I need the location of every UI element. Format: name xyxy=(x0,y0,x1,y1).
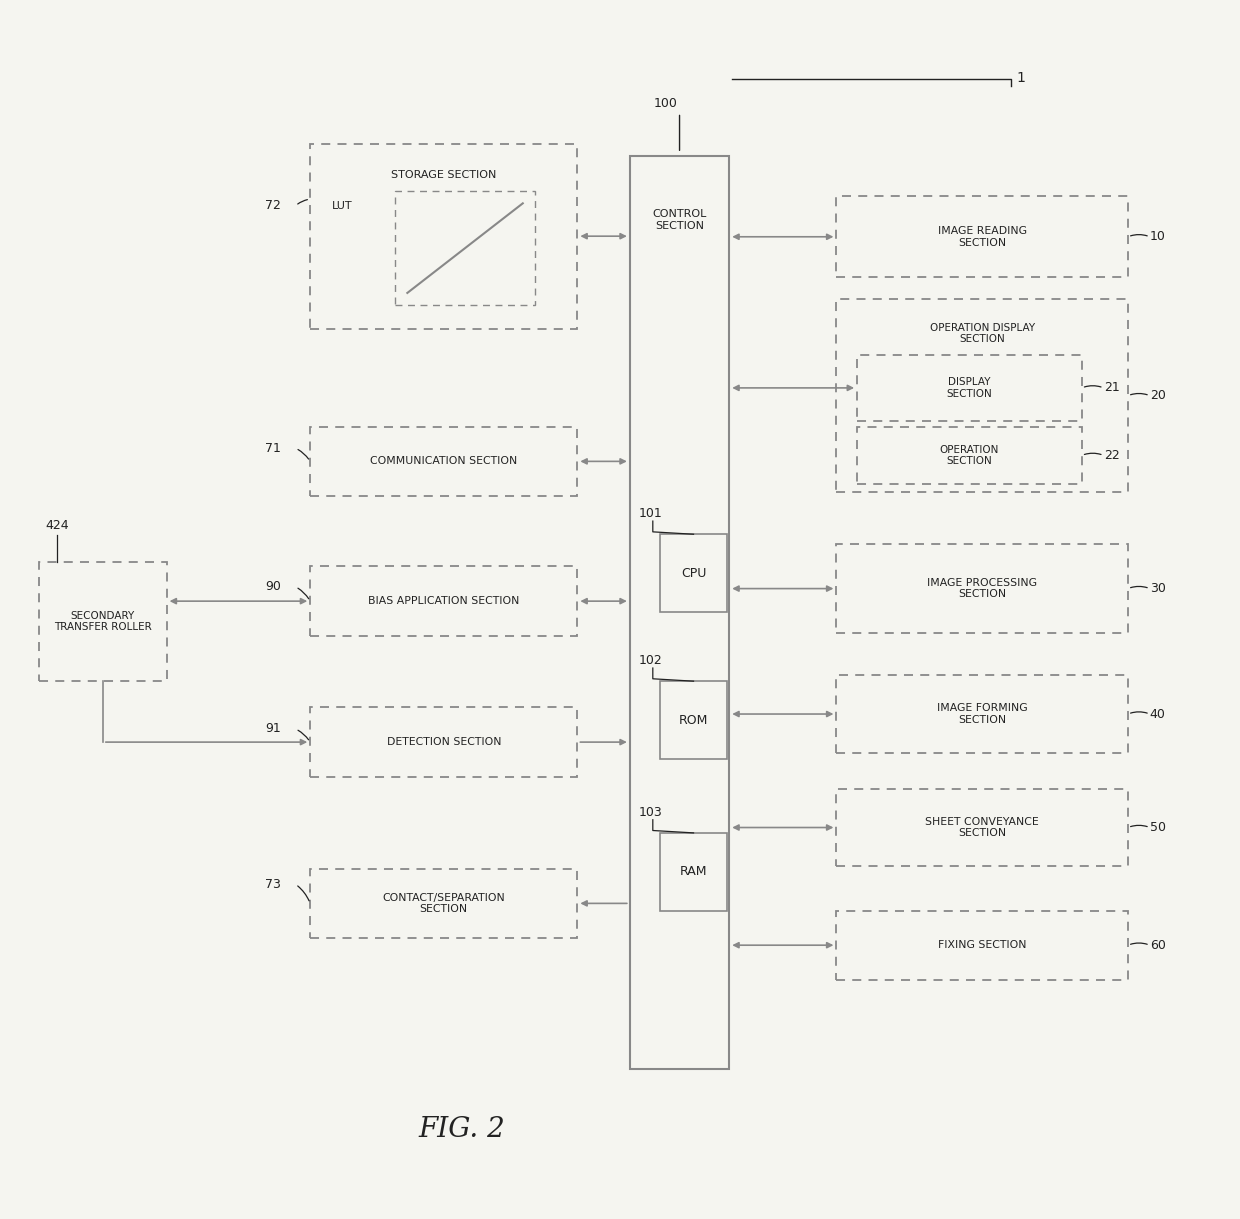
Text: ROM: ROM xyxy=(678,713,708,727)
Text: 40: 40 xyxy=(1149,707,1166,720)
Text: 103: 103 xyxy=(639,806,662,819)
Text: STORAGE SECTION: STORAGE SECTION xyxy=(391,169,496,180)
Text: 102: 102 xyxy=(639,653,662,667)
Text: 22: 22 xyxy=(1104,449,1120,462)
Bar xyxy=(660,833,727,911)
Bar xyxy=(40,562,166,681)
Text: OPERATION DISPLAY
SECTION: OPERATION DISPLAY SECTION xyxy=(930,323,1034,345)
Bar xyxy=(836,196,1128,278)
Bar xyxy=(660,534,727,612)
Text: SHEET CONVEYANCE
SECTION: SHEET CONVEYANCE SECTION xyxy=(925,817,1039,839)
Bar xyxy=(660,681,727,758)
Text: LUT: LUT xyxy=(332,201,352,211)
Text: SECONDARY
TRANSFER ROLLER: SECONDARY TRANSFER ROLLER xyxy=(55,611,151,633)
Text: 1: 1 xyxy=(1016,71,1025,85)
Bar xyxy=(310,869,578,939)
Text: FIG. 2: FIG. 2 xyxy=(419,1115,506,1142)
Bar xyxy=(836,544,1128,634)
Text: 30: 30 xyxy=(1149,583,1166,595)
Text: BIAS APPLICATION SECTION: BIAS APPLICATION SECTION xyxy=(368,596,520,606)
Text: 90: 90 xyxy=(265,580,281,594)
Text: CONTACT/SEPARATION
SECTION: CONTACT/SEPARATION SECTION xyxy=(382,892,505,914)
Bar xyxy=(630,156,729,1069)
Text: 60: 60 xyxy=(1149,939,1166,952)
Text: FIXING SECTION: FIXING SECTION xyxy=(937,940,1027,950)
Text: 71: 71 xyxy=(265,441,281,455)
Bar xyxy=(310,427,578,496)
Bar xyxy=(836,675,1128,753)
Text: 101: 101 xyxy=(639,507,662,519)
Bar xyxy=(857,355,1081,421)
Text: CONTROL
SECTION: CONTROL SECTION xyxy=(652,210,707,230)
Text: IMAGE FORMING
SECTION: IMAGE FORMING SECTION xyxy=(936,703,1028,725)
Text: 424: 424 xyxy=(45,519,69,531)
Text: CPU: CPU xyxy=(681,567,707,579)
Bar xyxy=(836,299,1128,492)
Text: 10: 10 xyxy=(1149,230,1166,244)
Text: COMMUNICATION SECTION: COMMUNICATION SECTION xyxy=(371,456,517,467)
Bar xyxy=(310,567,578,636)
Text: DETECTION SECTION: DETECTION SECTION xyxy=(387,737,501,747)
Text: 72: 72 xyxy=(265,199,281,212)
Bar xyxy=(396,191,534,305)
Text: RAM: RAM xyxy=(680,865,707,878)
Bar xyxy=(310,144,578,329)
Bar xyxy=(836,789,1128,867)
Bar xyxy=(836,911,1128,980)
Text: 50: 50 xyxy=(1149,822,1166,834)
Text: 20: 20 xyxy=(1149,389,1166,402)
Text: 91: 91 xyxy=(265,723,281,735)
Text: OPERATION
SECTION: OPERATION SECTION xyxy=(940,445,999,466)
Text: IMAGE READING
SECTION: IMAGE READING SECTION xyxy=(937,226,1027,247)
Text: DISPLAY
SECTION: DISPLAY SECTION xyxy=(946,377,992,399)
Text: IMAGE PROCESSING
SECTION: IMAGE PROCESSING SECTION xyxy=(928,578,1037,600)
Text: 100: 100 xyxy=(653,98,678,110)
Text: 73: 73 xyxy=(265,878,281,891)
Text: 21: 21 xyxy=(1104,382,1120,395)
Bar xyxy=(857,427,1081,484)
Bar xyxy=(310,707,578,777)
